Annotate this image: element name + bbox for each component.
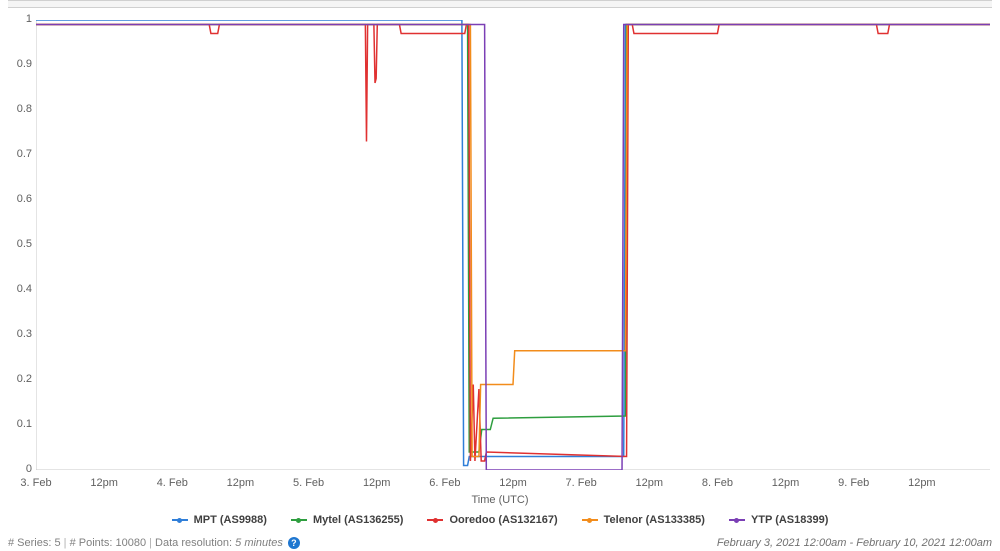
legend-item-mpt[interactable]: MPT (AS9988) <box>172 514 267 526</box>
x-tick-label: 12pm <box>772 478 800 489</box>
resolution-label: Data resolution: <box>155 537 232 549</box>
x-axis-title: Time (UTC) <box>471 494 528 506</box>
x-tick-label: 12pm <box>636 478 664 489</box>
x-tick-label: 6. Feb <box>429 478 460 489</box>
legend-item-mytel[interactable]: Mytel (AS136255) <box>291 514 404 526</box>
x-tick-label: 12pm <box>499 478 527 489</box>
y-tick-label: 0.1 <box>4 419 32 430</box>
y-tick-label: 0.5 <box>4 239 32 250</box>
y-tick-label: 0.7 <box>4 149 32 160</box>
y-tick-label: 0.4 <box>4 284 32 295</box>
x-tick-label: 8. Feb <box>702 478 733 489</box>
legend-label: Telenor (AS133385) <box>604 514 705 526</box>
points-label: # Points: <box>70 537 113 549</box>
legend-swatch <box>729 519 745 521</box>
legend-label: Mytel (AS136255) <box>313 514 404 526</box>
chart-footer-meta: # Series: 5 | # Points: 10080 | Data res… <box>8 537 300 550</box>
chart-legend: MPT (AS9988) Mytel (AS136255) Ooredoo (AS1… <box>0 514 1000 526</box>
legend-swatch <box>291 519 307 521</box>
x-tick-label: 5. Feb <box>293 478 324 489</box>
legend-swatch <box>172 519 188 521</box>
y-tick-label: 0.8 <box>4 104 32 115</box>
y-tick-label: 0.6 <box>4 194 32 205</box>
x-tick-label: 7. Feb <box>566 478 597 489</box>
legend-swatch <box>582 519 598 521</box>
info-icon[interactable]: ? <box>288 537 300 549</box>
y-tick-label: 0.9 <box>4 59 32 70</box>
y-tick-label: 1 <box>4 14 32 25</box>
legend-item-ytp[interactable]: YTP (AS18399) <box>729 514 828 526</box>
resolution-value: 5 minutes <box>235 537 283 549</box>
x-tick-label: 12pm <box>227 478 255 489</box>
line-chart-plot <box>36 20 990 470</box>
chart-container: 0 0.1 0.2 0.3 0.4 0.5 0.6 0.7 0.8 0.9 1 3. Feb 12pm… <box>0 0 1000 551</box>
x-tick-label: 12pm <box>90 478 118 489</box>
legend-label: MPT (AS9988) <box>194 514 267 526</box>
legend-item-ooredoo[interactable]: Ooredoo (AS132167) <box>427 514 557 526</box>
y-tick-label: 0 <box>4 464 32 475</box>
legend-item-telenor[interactable]: Telenor (AS133385) <box>582 514 705 526</box>
date-range-label: February 3, 2021 12:00am - February 10, … <box>717 537 992 549</box>
x-tick-label: 12pm <box>363 478 391 489</box>
y-tick-label: 0.2 <box>4 374 32 385</box>
x-tick-label: 3. Feb <box>20 478 51 489</box>
x-tick-label: 9. Feb <box>838 478 869 489</box>
y-tick-label: 0.3 <box>4 329 32 340</box>
top-rule <box>8 0 992 8</box>
series-count-value: 5 <box>54 537 60 549</box>
legend-label: Ooredoo (AS132167) <box>449 514 557 526</box>
legend-label: YTP (AS18399) <box>751 514 828 526</box>
series-count-label: # Series: <box>8 537 51 549</box>
x-tick-label: 4. Feb <box>157 478 188 489</box>
points-value: 10080 <box>115 537 146 549</box>
legend-swatch <box>427 519 443 521</box>
x-tick-label: 12pm <box>908 478 936 489</box>
